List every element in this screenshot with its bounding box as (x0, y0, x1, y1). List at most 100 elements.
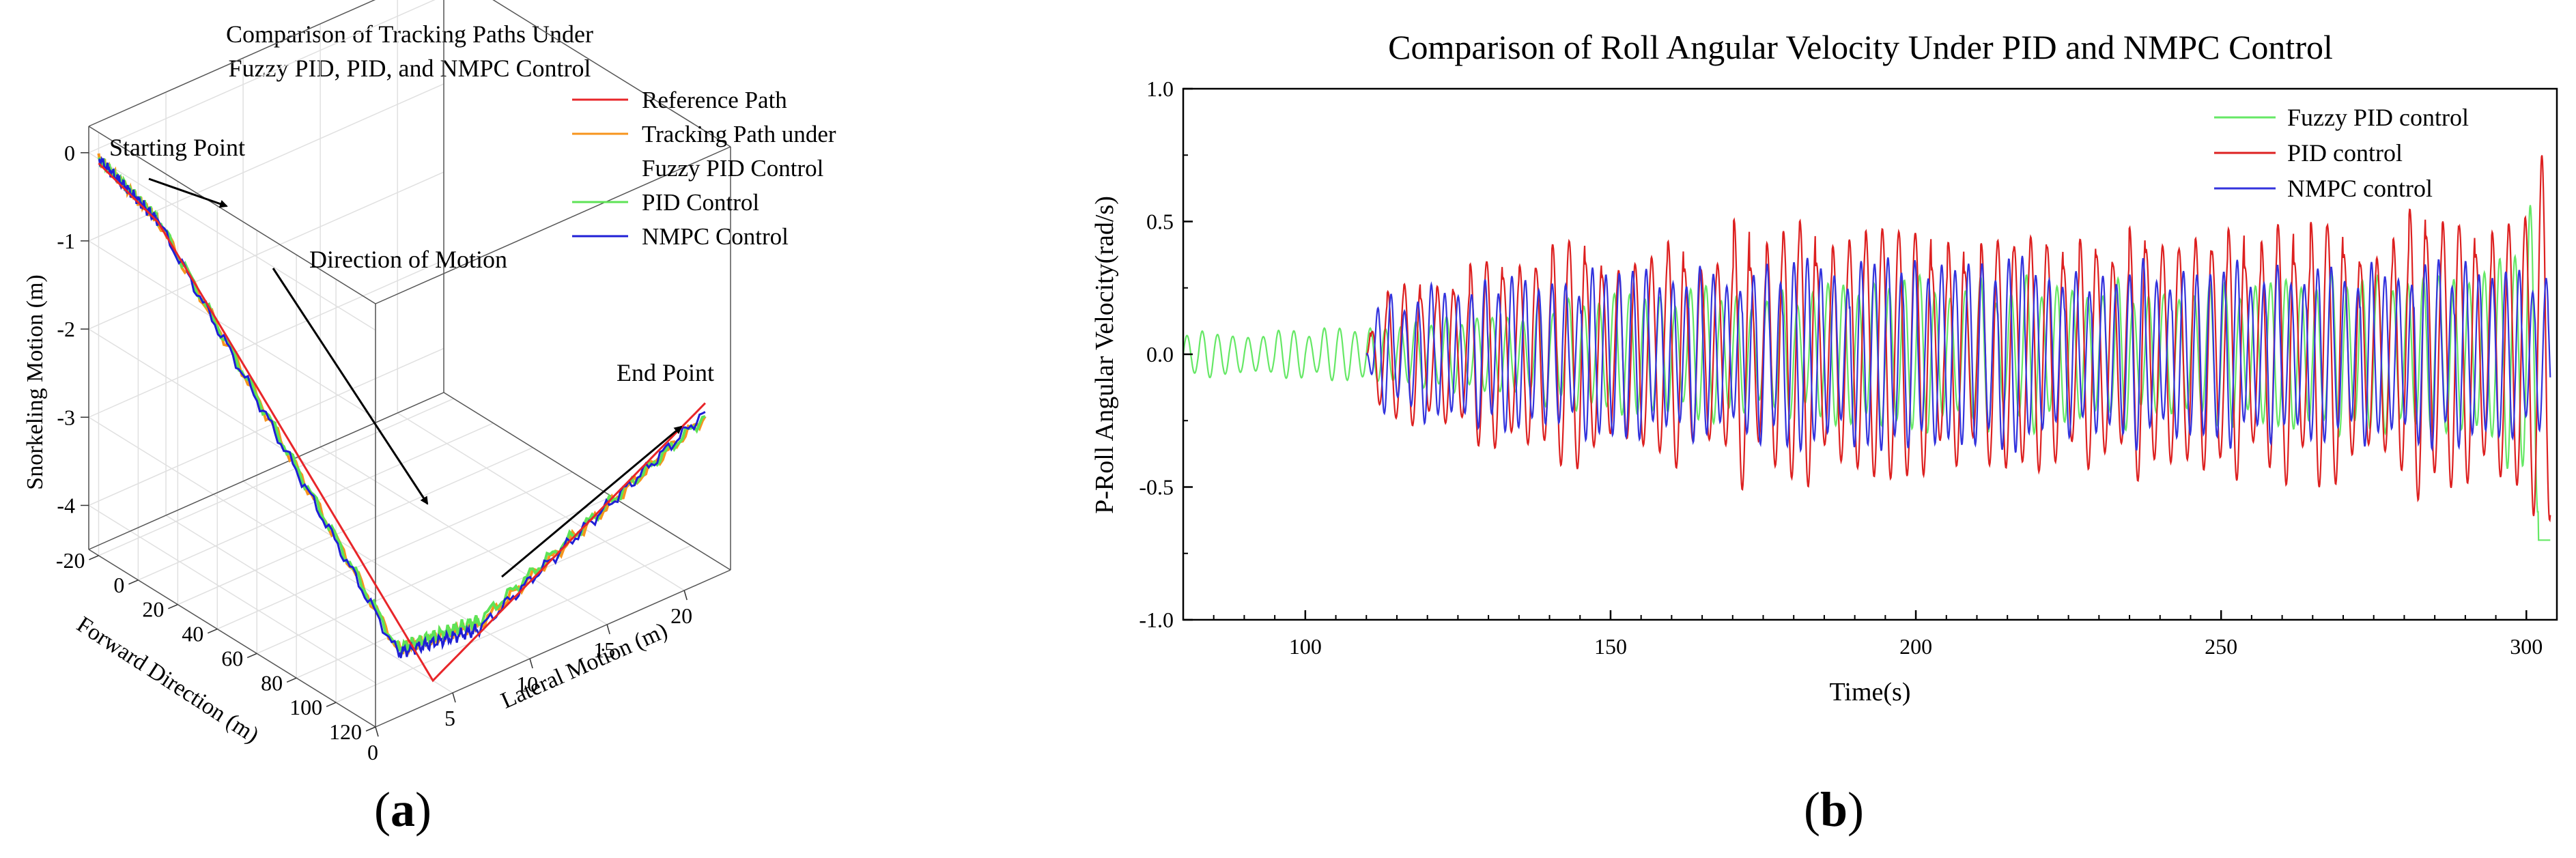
x-tick-label-b: 150 (1594, 634, 1627, 659)
floor-grid-y (397, 412, 685, 591)
box-edge (492, 0, 731, 147)
legend-label-reference: Reference Path (642, 87, 787, 113)
arrow-direction (272, 268, 429, 505)
panel-a-paths (97, 153, 707, 683)
wall-grid-z (88, 83, 444, 242)
x-tick-label: 80 (261, 670, 283, 695)
legend-label-nmpc-b: NMPC control (2287, 175, 2433, 202)
floor-grid-y (165, 515, 453, 693)
legend-label-fuzzy-line1: Tracking Path under (642, 121, 836, 147)
floor-grid-x (216, 471, 573, 630)
series-pid-control (1365, 155, 2551, 523)
y-tick-label-b: 0.0 (1146, 342, 1174, 367)
box-edge (88, 0, 376, 127)
annotation-end-point: End Point (617, 359, 714, 386)
series-fuzzy-pid-control (1183, 205, 2551, 541)
panel-b-line-chart: Comparison of Roll Angular Velocity Unde… (1090, 28, 2558, 837)
floor-grid-y (320, 446, 608, 625)
x-tick-label: 20 (142, 597, 164, 622)
z-tick-label: -3 (57, 405, 75, 429)
x-tick-mark (168, 604, 178, 610)
y-tick-mark (683, 590, 688, 601)
floor-grid-x (256, 496, 612, 655)
x-tick-mark (246, 653, 257, 659)
legend-label-pid-b: PID control (2287, 139, 2403, 167)
y-tick-label-b: 1.0 (1146, 76, 1174, 101)
wall-grid-z (88, 259, 444, 418)
annotation-starting-point: Starting Point (109, 134, 245, 161)
y-tick-mark (529, 658, 533, 669)
y-tick-label-b: -0.5 (1139, 475, 1174, 500)
y-tick-label-b: 0.5 (1146, 210, 1174, 234)
panel-b-legend: Fuzzy PID control PID control NMPC contr… (2214, 104, 2469, 202)
panel-a-3d-box (88, 0, 731, 728)
side-grid-z (88, 416, 376, 595)
panel-a-label: (a) (374, 782, 431, 837)
x-tick-label: 120 (329, 719, 362, 744)
floor-grid-x (335, 545, 692, 703)
panel-b-ylabel: P-Roll Angular Velocity(rad/s) (1090, 196, 1119, 514)
wall-grid-z (88, 0, 436, 154)
panel-a-letter: a (391, 782, 415, 837)
path-reference-path (98, 162, 706, 683)
side-grid-z (88, 504, 376, 684)
x-tick-label-b: 200 (1899, 634, 1932, 659)
panel-a-legend: Reference Path Tracking Path under Fuzzy… (572, 87, 836, 250)
box-edge (88, 549, 376, 728)
x-tick-mark (207, 628, 218, 634)
panel-b-title: Comparison of Roll Angular Velocity Unde… (1388, 28, 2333, 66)
box-edge (375, 569, 731, 728)
wall-grid-z (88, 171, 444, 330)
side-grid-z (88, 240, 376, 419)
box-edge (375, 146, 731, 304)
y-tick-label: 20 (670, 603, 692, 628)
x-tick-mark (128, 580, 139, 585)
panel-a-ylabel: Lateral Motion (m) (497, 618, 671, 714)
x-tick-label-b: 100 (1289, 634, 1322, 659)
legend-label-fuzzy-pid: Fuzzy PID control (2287, 104, 2469, 131)
panel-a-xlabel: Forward Direction (m) (72, 612, 264, 748)
panel-a-zlabel: Snorkeling Motion (m) (23, 274, 48, 489)
side-grid-z (88, 152, 376, 331)
floor-grid-x (296, 520, 652, 678)
floor-grid-x (178, 447, 533, 605)
legend-label-fuzzy-line2: Fuzzy PID Control (642, 155, 824, 182)
side-grid-z (88, 328, 376, 507)
panel-a-3d-chart: Comparison of Tracking Paths Under Fuzzy… (23, 0, 836, 837)
x-tick-mark (365, 726, 376, 732)
y-tick-label-b: -1.0 (1139, 607, 1174, 632)
z-tick-label: -2 (57, 317, 75, 341)
panel-b-series (1183, 155, 2551, 541)
y-tick-mark (452, 692, 456, 703)
z-tick-label: -1 (57, 229, 75, 253)
x-tick-mark (286, 677, 297, 683)
x-tick-mark (326, 702, 337, 707)
y-tick-label: 10 (516, 672, 538, 696)
x-tick-label-b: 250 (2205, 634, 2237, 659)
floor-grid-x (98, 398, 454, 556)
y-tick-label: 15 (593, 638, 615, 662)
x-tick-label: 100 (289, 695, 322, 719)
panel-b-label: (b) (1804, 782, 1864, 837)
series-nmpc-control (1365, 255, 2551, 453)
arrow-end (501, 425, 683, 578)
y-tick-label: 5 (444, 706, 455, 730)
x-tick-label: 0 (113, 573, 124, 597)
legend-label-pid: PID Control (642, 189, 759, 216)
y-tick-label: 0 (367, 740, 378, 764)
y-tick-mark (606, 624, 610, 635)
panel-a-arrows (148, 177, 683, 578)
box-edge (88, 126, 376, 304)
x-tick-mark (89, 555, 99, 560)
legend-label-nmpc: NMPC Control (642, 223, 789, 250)
wall-grid-z (88, 347, 444, 506)
z-tick-label: 0 (64, 141, 75, 165)
z-tick-label: -4 (57, 493, 75, 517)
arrow-start (148, 177, 228, 208)
panel-b-letter: b (1820, 782, 1848, 837)
panel-b-ticks: 100 150 200 250 300 1.0 0.5 0.0 -0.5 -1.0 (1139, 76, 2558, 659)
x-tick-label: 60 (221, 646, 243, 670)
annotation-direction-of-motion: Direction of Motion (309, 246, 507, 273)
